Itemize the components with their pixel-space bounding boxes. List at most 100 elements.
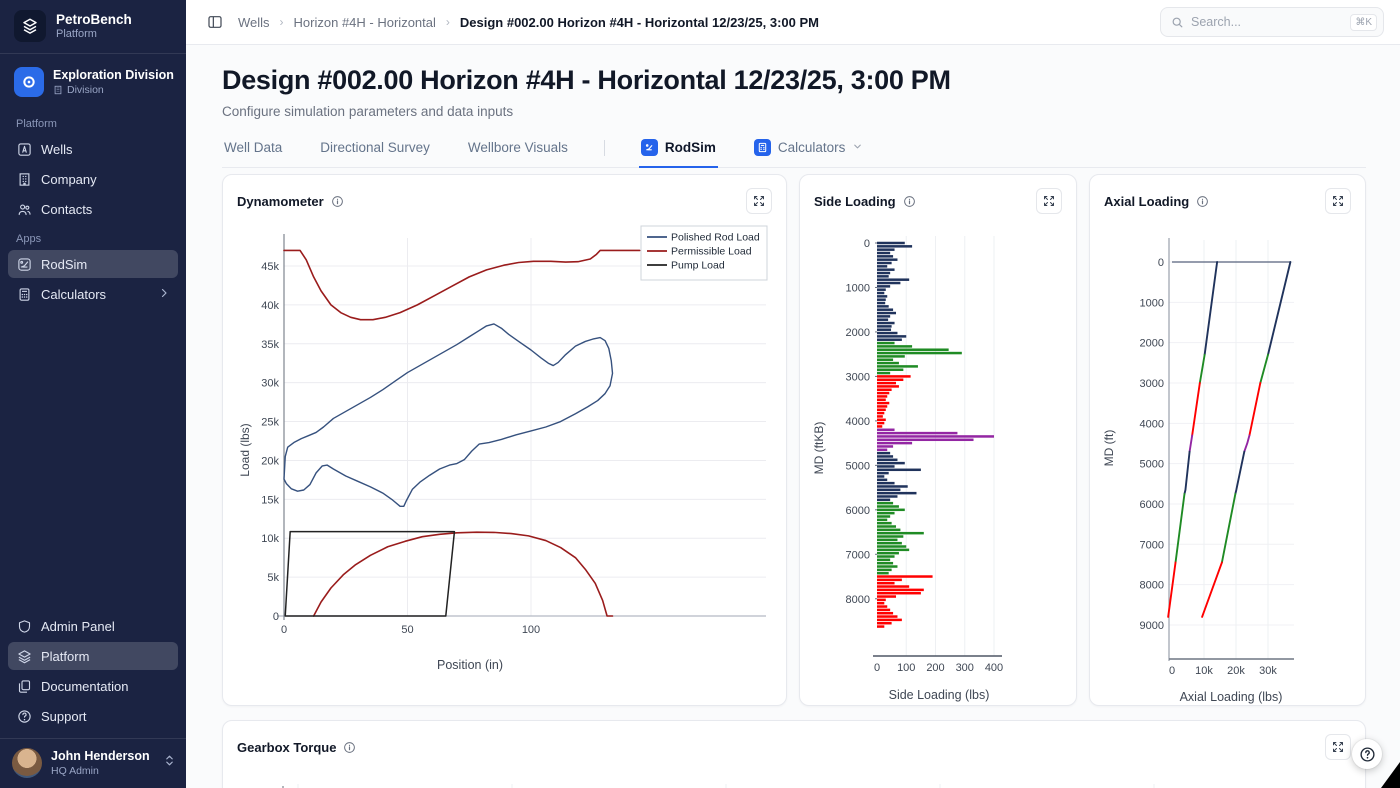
chevron-down-icon: [852, 140, 863, 155]
tab-well-data[interactable]: Well Data: [224, 140, 283, 155]
svg-text:20k: 20k: [261, 455, 279, 467]
axial-loading-title: Axial Loading: [1104, 193, 1190, 209]
petrobench-logo-icon: [14, 10, 46, 42]
search-input[interactable]: Search... ⌘K: [1160, 7, 1384, 37]
svg-text:5k: 5k: [267, 572, 279, 584]
breadcrumb: Wells › Horizon #4H - Horizontal › Desig…: [238, 15, 819, 30]
svg-text:6000: 6000: [846, 505, 870, 517]
tab-calculators[interactable]: Calculators: [752, 139, 866, 167]
svg-text:45k: 45k: [261, 261, 279, 273]
page-title: Design #002.00 Horizon #4H - Horizontal …: [222, 65, 951, 95]
sidebar-item-calculators[interactable]: Calculators: [8, 280, 178, 308]
sidebar-item-company[interactable]: Company: [8, 165, 178, 193]
info-icon[interactable]: [343, 741, 356, 754]
search-placeholder: Search...: [1191, 15, 1242, 29]
svg-text:MD (ftKB): MD (ftKB): [812, 422, 826, 475]
breadcrumb-wells[interactable]: Wells: [238, 14, 270, 30]
brand[interactable]: PetroBench Platform: [0, 0, 186, 54]
breadcrumb-well[interactable]: Horizon #4H - Horizontal: [293, 14, 436, 30]
side-loading-card: Side Loading 0 1000 2000 3000 4000 5000 6000 70…: [799, 174, 1077, 706]
expand-icon[interactable]: [746, 188, 772, 214]
svg-text:3000: 3000: [1140, 378, 1164, 390]
svg-text:200: 200: [926, 662, 944, 674]
axial-loading-chart: 0 1000 2000 3000 4000 5000 6000 7000 8000 9000 0 10…: [1102, 238, 1294, 704]
tab-directional-survey[interactable]: Directional Survey: [320, 140, 430, 155]
svg-text:400: 400: [985, 662, 1003, 674]
svg-text:30k: 30k: [1259, 665, 1277, 677]
svg-text:3000: 3000: [846, 371, 870, 383]
nav-section-apps: Apps: [16, 233, 42, 245]
sidebar-item-support[interactable]: Support: [8, 702, 178, 730]
mouse-cursor: [1381, 762, 1400, 788]
expand-icon[interactable]: [1325, 734, 1351, 760]
info-icon[interactable]: [331, 195, 344, 208]
sidebar-item-contacts[interactable]: Contacts: [8, 195, 178, 223]
svg-text:Permissible Load: Permissible Load: [671, 246, 752, 258]
svg-text:7000: 7000: [846, 549, 870, 561]
help-button[interactable]: [1352, 739, 1382, 769]
charts-row: Dynamometer 0 5k 10k 15k 20k 25k 30k 35k 40k 45k 0…: [222, 174, 1366, 706]
nav-section-platform: Platform: [16, 118, 57, 130]
sidebar-footer-nav: Admin Panel Platform Documentation Suppo…: [0, 608, 186, 738]
user-role: HQ Admin: [51, 764, 99, 777]
sidebar-nav: Platform Wells Company Contacts Apps Rod…: [0, 106, 186, 314]
svg-text:8000: 8000: [1140, 580, 1164, 592]
sidebar-toggle-icon[interactable]: [202, 9, 228, 35]
svg-text:0: 0: [1158, 257, 1164, 269]
svg-text:0: 0: [874, 662, 880, 674]
svg-text:100: 100: [897, 662, 915, 674]
svg-text:30k: 30k: [261, 378, 279, 390]
dynamometer-card: Dynamometer 0 5k 10k 15k 20k 25k 30k 35k 40k 45k 0…: [222, 174, 787, 706]
brand-name: PetroBench: [56, 11, 132, 27]
svg-text:8000: 8000: [846, 594, 870, 606]
team-name: Exploration Division: [53, 68, 174, 83]
pumpjack-icon: [16, 256, 32, 272]
help-circle-icon: [1359, 746, 1375, 762]
svg-text:50: 50: [401, 624, 413, 636]
svg-text:4000: 4000: [1140, 418, 1164, 430]
svg-text:15k: 15k: [261, 494, 279, 506]
chevron-right-icon: ›: [445, 15, 450, 29]
chevron-right-icon: ›: [279, 15, 284, 29]
svg-text:300: 300: [956, 662, 974, 674]
info-icon[interactable]: [1196, 195, 1209, 208]
sidebar-item-wells[interactable]: Wells: [8, 135, 178, 163]
svg-text:5000: 5000: [846, 460, 870, 472]
building-icon: [16, 171, 32, 187]
svg-text:Pump Load: Pump Load: [671, 260, 725, 272]
tab-rodsim[interactable]: RodSim: [638, 139, 718, 168]
sidebar-item-rodsim[interactable]: RodSim: [8, 250, 178, 278]
svg-text:5000: 5000: [1140, 459, 1164, 471]
gearbox-torque-card: Gearbox Torque 1kBalanced: [222, 720, 1366, 788]
svg-text:2000: 2000: [846, 327, 870, 339]
svg-text:0: 0: [281, 624, 287, 636]
svg-text:7000: 7000: [1140, 539, 1164, 551]
axial-loading-card: Axial Loading 0 1000 2000 3000 4000 5000 6000 7…: [1089, 174, 1366, 706]
team-switcher[interactable]: Exploration Division Division: [8, 62, 193, 102]
user-menu[interactable]: John Henderson HQ Admin: [0, 738, 186, 788]
sidebar-item-platform[interactable]: Platform: [8, 642, 178, 670]
side-loading-title: Side Loading: [814, 193, 896, 209]
sidebar-item-documentation[interactable]: Documentation: [8, 672, 178, 700]
svg-text:Polished Rod Load: Polished Rod Load: [671, 232, 760, 244]
sidebar-item-admin-panel[interactable]: Admin Panel: [8, 612, 178, 640]
calculators-app-icon: [753, 139, 771, 156]
svg-text:0: 0: [273, 611, 279, 623]
info-icon[interactable]: [903, 195, 916, 208]
svg-text:10k: 10k: [1195, 665, 1213, 677]
svg-text:25k: 25k: [261, 417, 279, 429]
brand-subtitle: Platform: [56, 28, 97, 41]
tab-divider: [603, 140, 605, 156]
expand-icon[interactable]: [1325, 188, 1351, 214]
expand-icon[interactable]: [1036, 188, 1062, 214]
svg-text:1000: 1000: [846, 282, 870, 294]
tab-wellbore-visuals[interactable]: Wellbore Visuals: [467, 140, 568, 155]
svg-text:0: 0: [864, 238, 870, 250]
dynamometer-title: Dynamometer: [237, 193, 324, 209]
svg-text:100: 100: [522, 624, 540, 636]
svg-text:MD (ft): MD (ft): [1102, 430, 1116, 467]
sidebar: PetroBench Platform Exploration Division…: [0, 0, 193, 788]
user-name: John Henderson: [51, 749, 150, 764]
page-subtitle: Configure simulation parameters and data…: [222, 104, 514, 119]
svg-text:35k: 35k: [261, 339, 279, 351]
